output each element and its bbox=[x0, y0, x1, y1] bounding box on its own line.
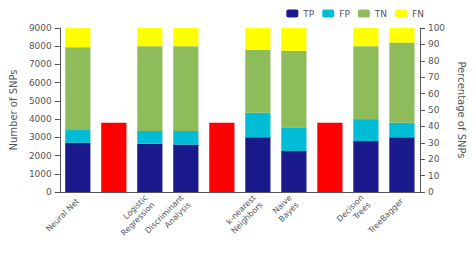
svg-text:6000: 6000 bbox=[29, 78, 52, 88]
svg-text:FN: FN bbox=[412, 9, 424, 19]
svg-text:9000: 9000 bbox=[29, 23, 52, 33]
svg-text:50: 50 bbox=[428, 105, 440, 115]
svg-text:Neighbors: Neighbors bbox=[229, 200, 264, 235]
svg-text:1000: 1000 bbox=[29, 169, 52, 179]
svg-text:TP: TP bbox=[302, 9, 314, 19]
svg-text:20: 20 bbox=[428, 154, 440, 164]
svg-text:Number of SNPs: Number of SNPs bbox=[8, 69, 19, 150]
svg-text:Discriminant: Discriminant bbox=[143, 193, 186, 236]
svg-text:Regression: Regression bbox=[119, 200, 157, 238]
svg-text:FP: FP bbox=[339, 9, 350, 19]
svg-text:TreeBagger: TreeBagger bbox=[366, 196, 406, 236]
svg-text:Bayes: Bayes bbox=[277, 200, 300, 223]
svg-text:90: 90 bbox=[428, 39, 440, 49]
svg-text:7000: 7000 bbox=[29, 59, 52, 69]
svg-text:60: 60 bbox=[428, 89, 440, 99]
svg-text:Trees: Trees bbox=[351, 200, 373, 222]
svg-text:10: 10 bbox=[428, 171, 440, 181]
svg-text:2000: 2000 bbox=[29, 151, 52, 161]
svg-text:30: 30 bbox=[428, 138, 440, 148]
svg-text:5000: 5000 bbox=[29, 96, 52, 106]
svg-text:TN: TN bbox=[374, 9, 387, 19]
svg-text:0: 0 bbox=[428, 187, 434, 197]
svg-text:3000: 3000 bbox=[29, 132, 52, 142]
svg-text:Logistic: Logistic bbox=[121, 193, 150, 222]
svg-text:Percentage of SNPs: Percentage of SNPs bbox=[456, 61, 467, 158]
svg-text:Neural Net: Neural Net bbox=[44, 197, 81, 234]
svg-text:k-nearest: k-nearest bbox=[224, 193, 258, 227]
svg-text:70: 70 bbox=[428, 72, 440, 82]
svg-text:Naive: Naive bbox=[271, 193, 294, 216]
svg-text:4000: 4000 bbox=[29, 114, 52, 124]
svg-text:80: 80 bbox=[428, 56, 440, 66]
svg-text:100: 100 bbox=[428, 23, 445, 33]
svg-text:8000: 8000 bbox=[29, 41, 52, 51]
svg-text:0: 0 bbox=[46, 187, 52, 197]
svg-text:Analysis: Analysis bbox=[163, 200, 193, 230]
svg-text:Decision: Decision bbox=[335, 193, 366, 224]
svg-text:40: 40 bbox=[428, 121, 440, 131]
